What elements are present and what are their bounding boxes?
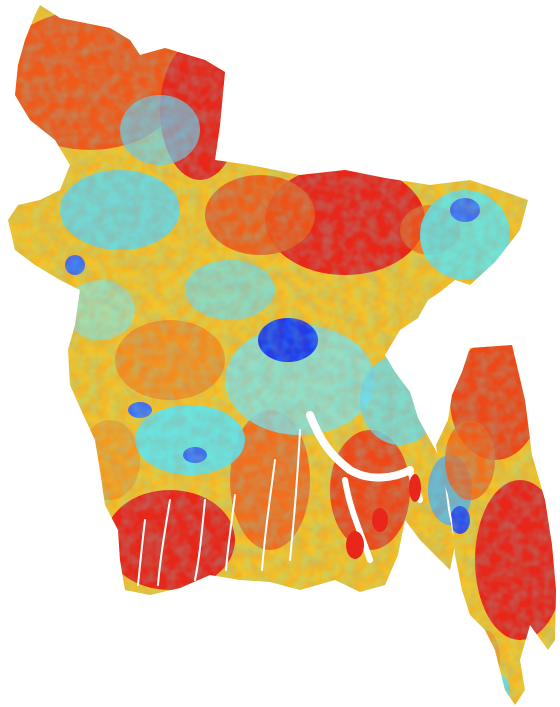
choropleth-map	[8, 5, 556, 705]
